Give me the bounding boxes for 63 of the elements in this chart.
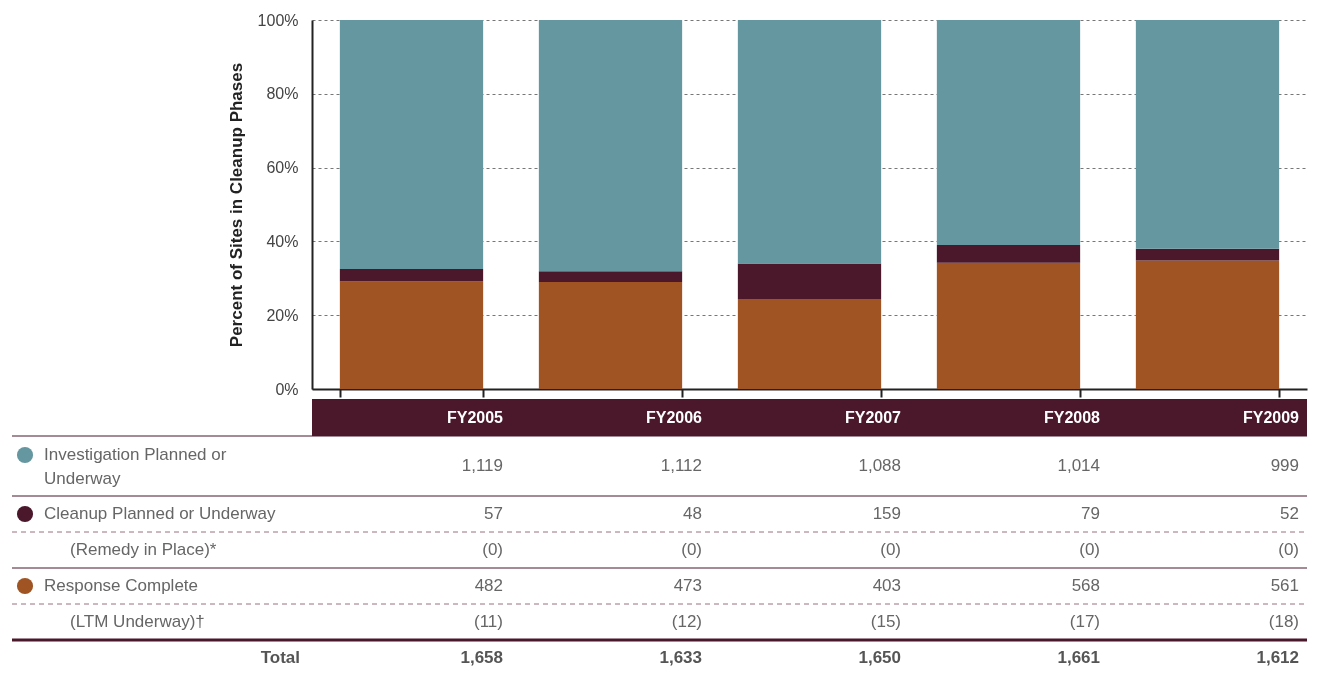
x-tick-label: FY2009 — [1242, 408, 1300, 426]
text: (12) — [671, 612, 702, 631]
bar — [538, 271, 683, 282]
bar — [737, 263, 882, 299]
text: (0) — [482, 540, 503, 559]
text: 482 — [474, 576, 503, 595]
text: 403 — [872, 576, 901, 595]
text: 473 — [673, 576, 702, 595]
y-axis-title: Percent of Sites in Cleanup Phases — [226, 62, 246, 348]
text: (0) — [880, 540, 901, 559]
x-tick-label: FY2008 — [1043, 408, 1101, 426]
y-tick-label: 60% — [266, 159, 299, 177]
legend-label: Investigation Planned or Underway — [44, 445, 227, 488]
text: (11) — [474, 612, 503, 631]
bar — [1135, 20, 1280, 249]
text: 159 — [872, 504, 901, 523]
text: 1,650 — [858, 648, 901, 667]
text: 57 — [484, 504, 503, 523]
text: (18) — [1268, 612, 1299, 631]
text: 79 — [1081, 504, 1100, 523]
text: 1,014 — [1057, 456, 1100, 475]
y-tick-label: 20% — [266, 306, 299, 324]
bar — [1135, 260, 1280, 389]
text: (0) — [681, 540, 702, 559]
text: (Remedy in Place)* — [70, 540, 217, 559]
bar — [538, 20, 683, 272]
bar — [538, 281, 683, 389]
text: 52 — [1280, 504, 1299, 523]
x-tick-label: FY2007 — [844, 408, 902, 426]
bar — [339, 281, 484, 389]
y-tick-label: 80% — [266, 85, 299, 103]
bar — [737, 20, 882, 264]
text: 1,658 — [460, 648, 503, 667]
legend-label: Response Complete — [44, 576, 199, 595]
text: Total — [260, 648, 300, 667]
text: (0) — [1278, 540, 1299, 559]
text: 1,633 — [659, 648, 702, 667]
bar — [737, 298, 882, 389]
text: 1,088 — [858, 456, 901, 475]
bar — [1135, 248, 1280, 261]
bar — [339, 269, 484, 282]
text: 999 — [1270, 456, 1299, 475]
legend-label: Cleanup Planned or Underway — [44, 504, 277, 523]
text: 568 — [1071, 576, 1100, 595]
text: (0) — [1079, 540, 1100, 559]
text: (LTM Underway)† — [70, 612, 205, 631]
y-tick-label: 40% — [266, 232, 299, 250]
y-tick-label: 100% — [257, 11, 299, 29]
text: 1,119 — [461, 456, 503, 475]
bar — [936, 20, 1081, 246]
x-tick-label: FY2005 — [446, 408, 504, 426]
y-tick-label: 0% — [275, 380, 299, 398]
text: (15) — [870, 612, 901, 631]
text: 1,612 — [1256, 648, 1299, 667]
text: 1,661 — [1057, 648, 1100, 667]
bar — [936, 262, 1081, 389]
text: (17) — [1069, 612, 1100, 631]
text: 48 — [683, 504, 702, 523]
x-tick-label: FY2006 — [645, 408, 703, 426]
text: 1,112 — [660, 456, 702, 475]
text: 561 — [1270, 576, 1299, 595]
bar — [339, 20, 484, 270]
bar — [936, 245, 1081, 263]
